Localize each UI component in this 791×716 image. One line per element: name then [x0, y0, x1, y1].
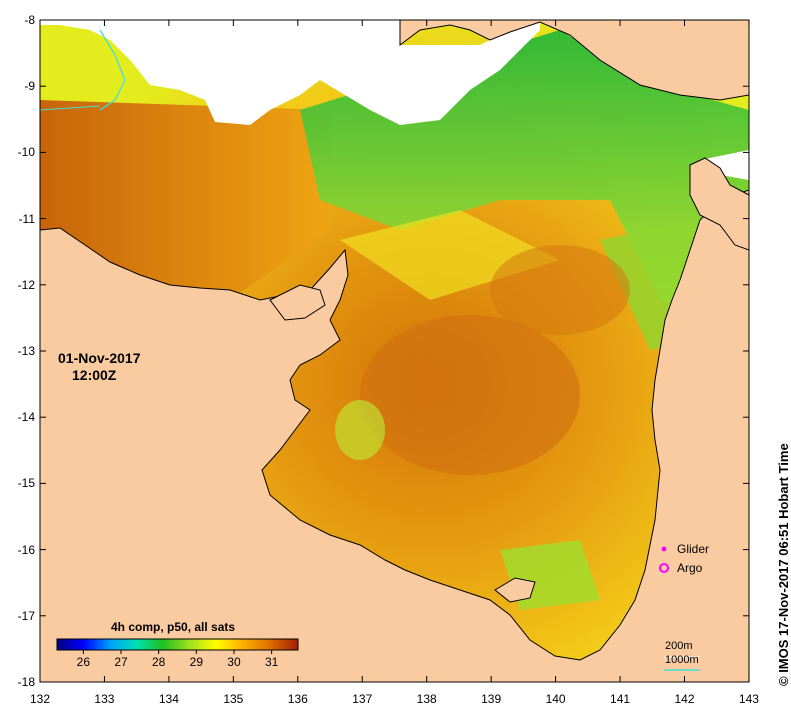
lon-tick-label: 132 — [29, 692, 51, 706]
cloud-mask — [40, 20, 540, 125]
colorbar-tick-label: 27 — [114, 655, 128, 669]
colorbar-tick-label: 26 — [76, 655, 91, 669]
map-time-label: 12:00Z — [72, 367, 117, 383]
colorbar-tick-label: 31 — [264, 655, 279, 669]
lon-tick-label: 141 — [610, 692, 631, 706]
lat-tick-label: -18 — [17, 675, 35, 689]
lon-tick-label: 140 — [545, 692, 566, 706]
glider-label: Glider — [677, 542, 710, 556]
lat-tick-label: -9 — [24, 79, 35, 94]
lon-tick-label: 142 — [674, 692, 695, 706]
bathymetry-200m-label: 200m — [665, 640, 693, 652]
colorbar-title: 4h comp, p50, all sats — [111, 620, 236, 634]
lat-tick-label: -17 — [17, 608, 35, 623]
lon-tick-label: 138 — [416, 692, 437, 706]
colorbar — [56, 638, 299, 651]
cool-eddy-west — [335, 400, 385, 460]
lon-tick-label: 137 — [352, 692, 373, 706]
map-date-label: 01-Nov-2017 — [58, 350, 141, 366]
credit-text: © IMOS 17-Nov-2017 06:51 Hobart Time — [776, 443, 791, 686]
lat-tick-label: -15 — [17, 476, 35, 491]
lat-tick-label: -11 — [18, 211, 35, 226]
yellow-central — [340, 210, 560, 300]
argo-label: Argo — [677, 561, 703, 575]
land-east-peninsula — [689, 157, 749, 251]
river-northwest — [99, 29, 126, 111]
lon-tick-label: 139 — [481, 692, 502, 706]
colorbar-tick-label: 29 — [189, 655, 203, 669]
colorbar-tick-label: 30 — [227, 655, 241, 669]
lon-tick-label: 136 — [287, 692, 308, 706]
glider-symbol-icon — [661, 546, 667, 552]
lon-tick-label: 143 — [738, 692, 759, 706]
island-south-gulf — [494, 577, 536, 603]
warm-eddy-core — [360, 315, 580, 475]
warm-eddy-north — [490, 245, 630, 335]
lon-tick-label: 134 — [158, 692, 179, 706]
bathymetry-1000m-label: 1000m — [665, 654, 699, 666]
lon-ticks — [39, 20, 750, 682]
lat-tick-label: -16 — [17, 542, 35, 557]
land-north-coast — [399, 20, 749, 101]
bathymetry-line-1000m — [40, 105, 101, 111]
argo-symbol-icon — [659, 563, 669, 573]
lat-tick-label: -10 — [17, 145, 35, 160]
lat-tick-label: -8 — [24, 13, 35, 27]
lat-tick-label: -12 — [17, 277, 35, 292]
lat-tick-label: -14 — [17, 410, 35, 425]
cloud-mask-east — [700, 150, 749, 180]
colorbar-tick-label: 28 — [151, 655, 166, 669]
lat-tick-label: -13 — [17, 344, 35, 358]
island-west-gulf — [269, 284, 326, 321]
west-warm-band — [40, 100, 330, 300]
lat-ticks — [40, 19, 749, 683]
lon-tick-label: 133 — [94, 692, 115, 706]
colorbar-ticks — [82, 650, 273, 654]
lon-tick-label: 135 — [223, 692, 244, 706]
